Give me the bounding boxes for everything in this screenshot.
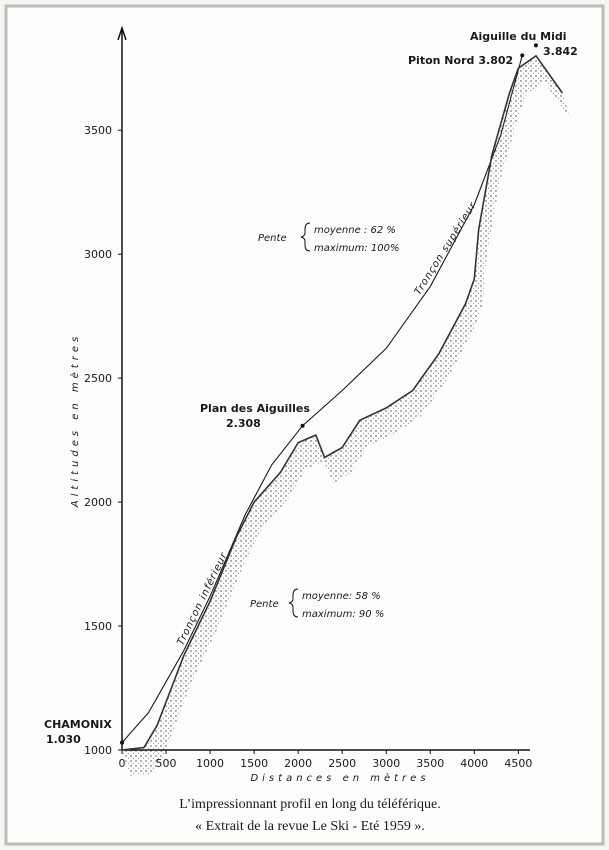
caption: « Extrait de la revue Le Ski - Eté 1959 …: [195, 819, 425, 834]
terrain-stipple: [122, 55, 571, 777]
x-tick-label: 0: [119, 757, 126, 770]
x-tick-label: 1500: [240, 757, 268, 770]
slope-title: Pente: [258, 233, 287, 244]
station-altitude: 1.030: [46, 733, 81, 746]
brace: [288, 588, 299, 618]
station-name: Piton Nord: [408, 54, 474, 67]
station: [120, 740, 124, 745]
x-axis-label: Distances en mètres: [250, 772, 429, 784]
slope-average: moyenne : 62 %: [314, 225, 396, 236]
y-tick-label: 3500: [84, 124, 112, 137]
slope-maximum: maximum: 100%: [314, 243, 400, 254]
slope-average: moyenne: 58 %: [302, 591, 381, 602]
station-name: Aiguille du Midi: [470, 30, 567, 43]
y-axis-label: Altitudes en mètres: [69, 333, 81, 508]
y-tick-label: 2000: [84, 496, 112, 509]
x-tick-label: 2500: [328, 757, 356, 770]
station-name: CHAMONIX: [44, 718, 112, 731]
station-altitude: 2.308: [226, 417, 261, 430]
brace: [300, 222, 311, 252]
x-tick-label: 2000: [284, 757, 312, 770]
station: [533, 43, 538, 48]
slope-title: Pente: [250, 599, 279, 610]
x-tick-label: 1000: [196, 757, 224, 770]
terrain-line: [121, 54, 564, 751]
caption: L’impressionnant profil en long du téléf…: [179, 797, 441, 812]
y-tick-label: 1500: [84, 620, 112, 633]
station: [300, 423, 305, 428]
station: [520, 53, 525, 58]
y-tick-label: 2500: [84, 372, 112, 385]
x-tick-label: 4000: [460, 757, 488, 770]
x-tick-label: 4500: [504, 757, 532, 770]
x-tick-label: 500: [156, 757, 177, 770]
station-name: Plan des Aiguilles: [200, 402, 310, 415]
x-tick-label: 3000: [372, 757, 400, 770]
slope-maximum: maximum: 90 %: [302, 609, 384, 620]
y-tick-label: 3000: [84, 248, 112, 261]
station-altitude: 3.802: [478, 54, 513, 67]
axis-arrow: [117, 25, 127, 41]
station-altitude: 3.842: [543, 45, 578, 58]
y-tick-label: 1000: [84, 744, 112, 757]
x-tick-label: 3500: [416, 757, 444, 770]
